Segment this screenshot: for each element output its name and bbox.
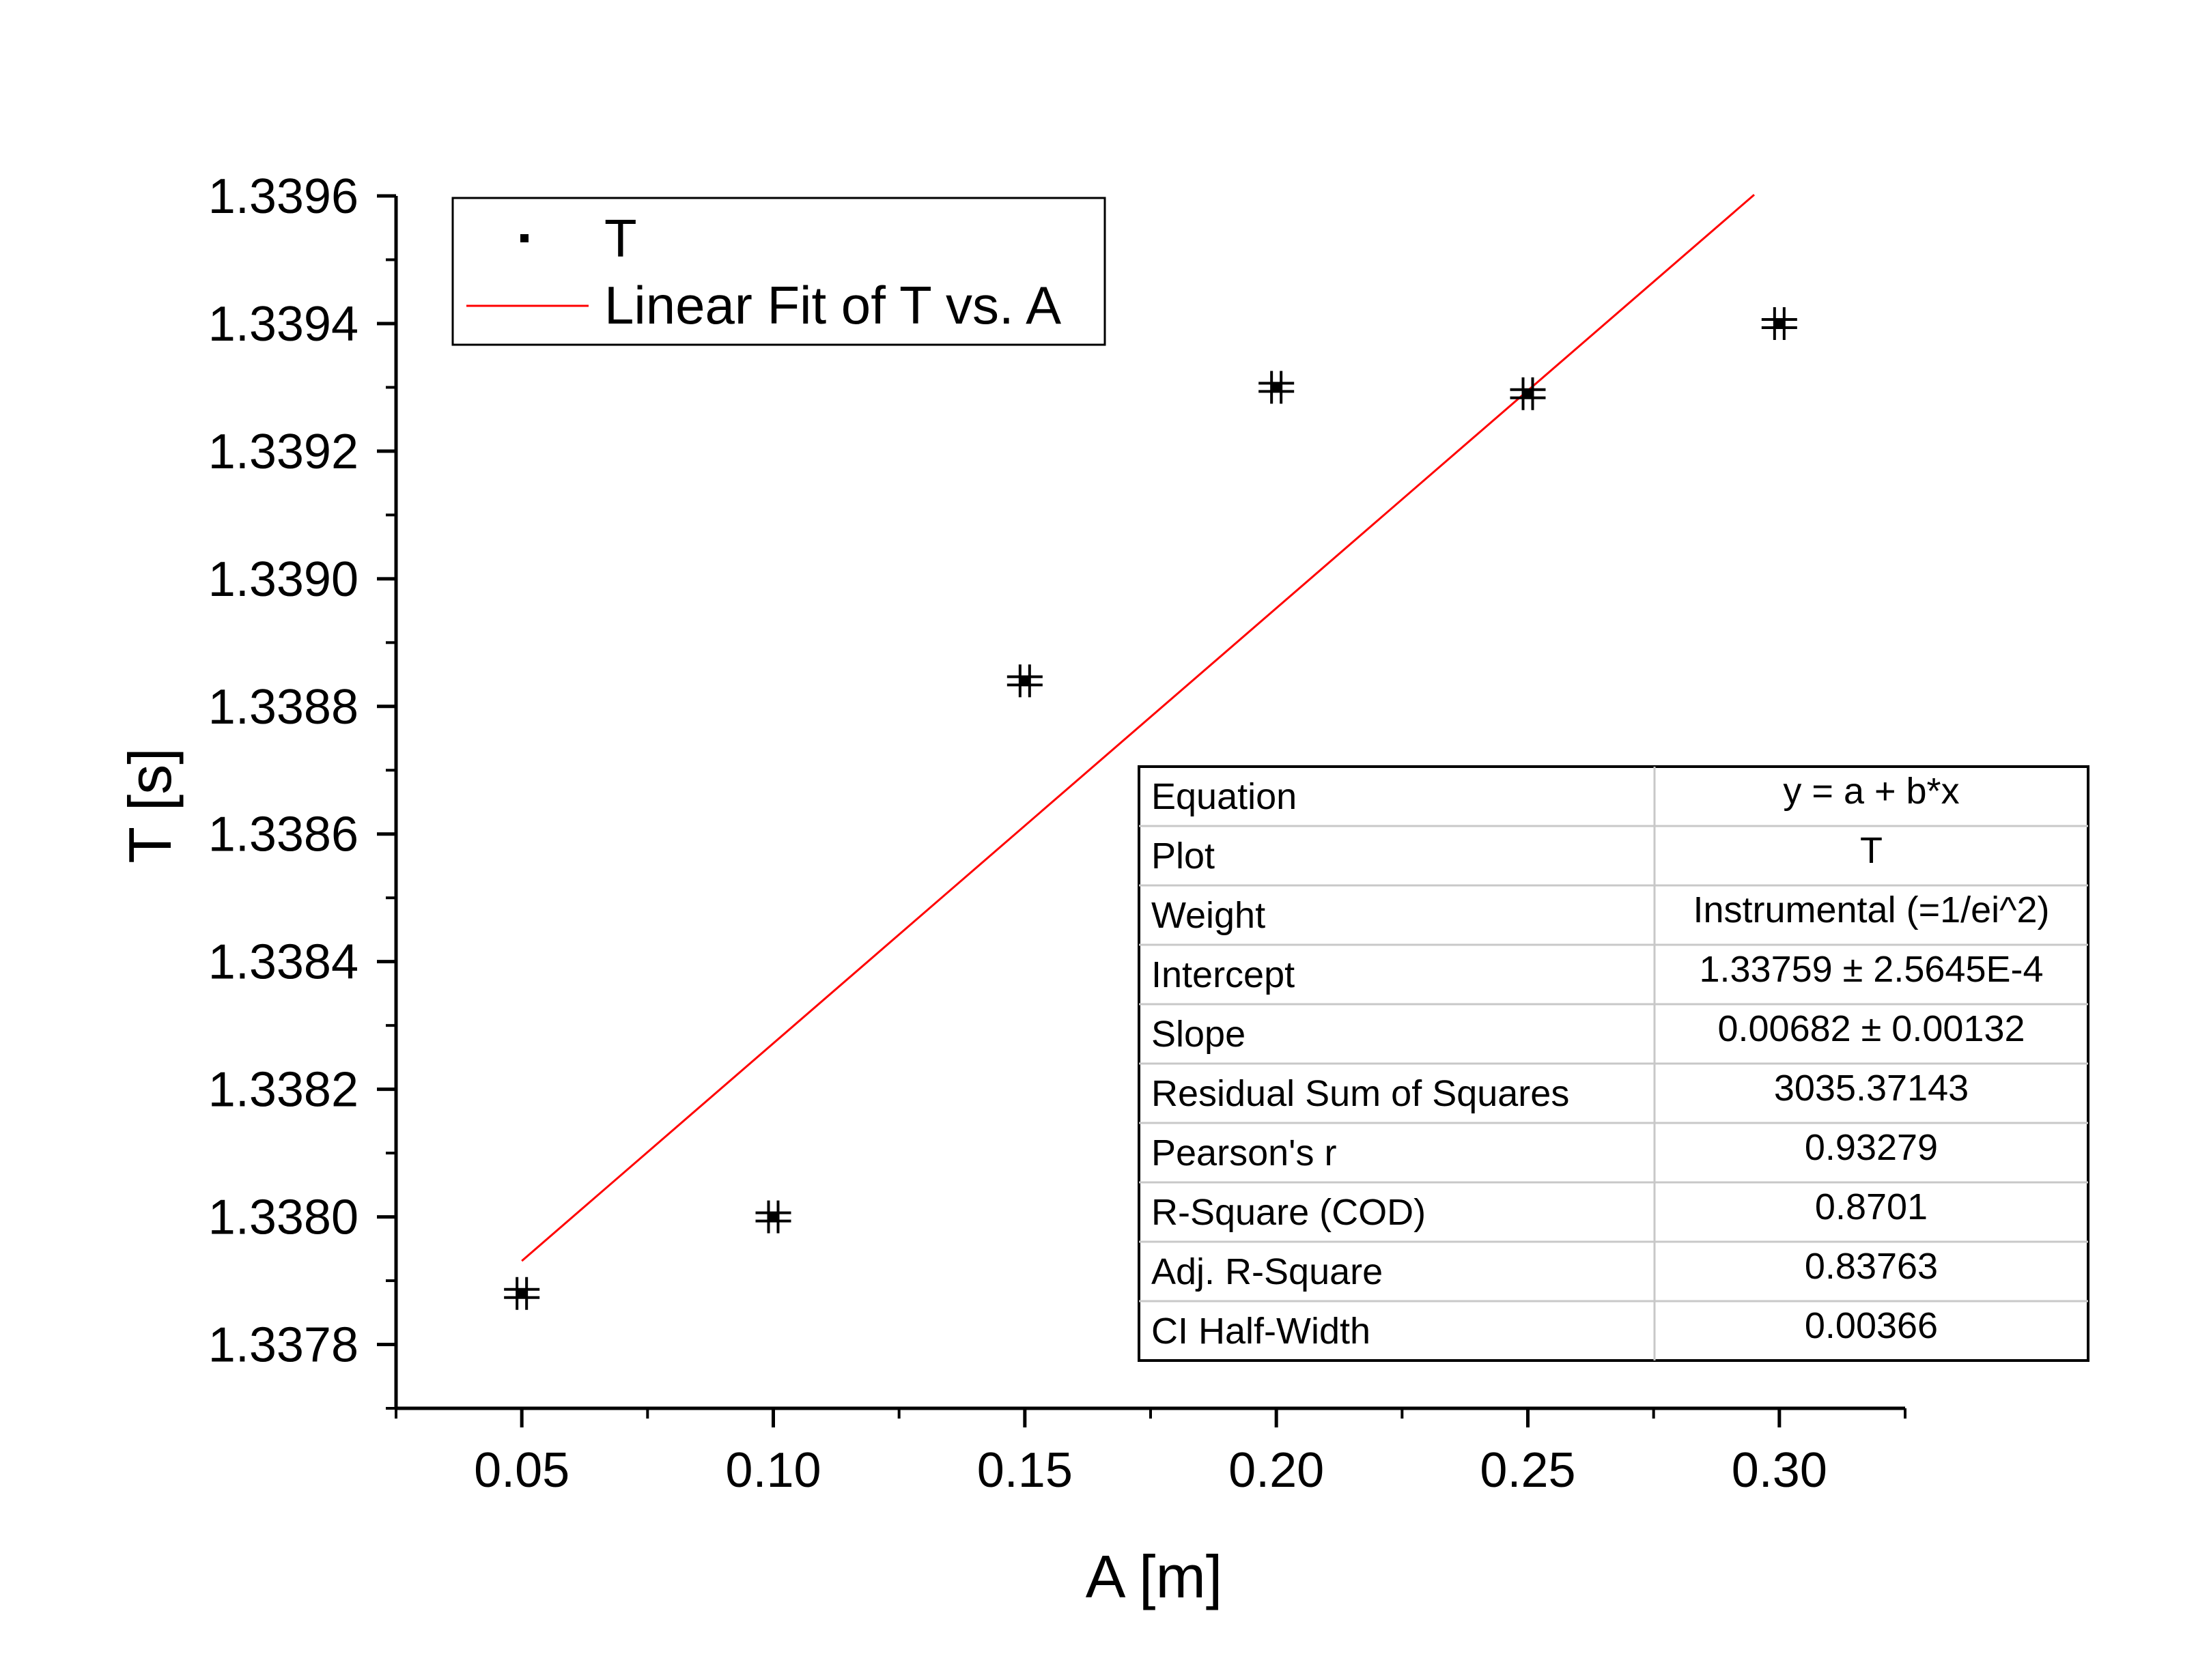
y-tick-label: 1.3394 bbox=[208, 297, 358, 352]
table-cell-label: R-Square (COD) bbox=[1151, 1192, 1426, 1233]
y-tick-label: 1.3388 bbox=[208, 680, 358, 735]
table-cell-value: 0.8701 bbox=[1815, 1186, 1928, 1227]
x-tick-label: 0.10 bbox=[725, 1443, 821, 1498]
legend-label-fit: Linear Fit of T vs. A bbox=[604, 275, 1061, 335]
data-point bbox=[1258, 371, 1295, 404]
x-tick-label: 0.20 bbox=[1228, 1443, 1324, 1498]
legend: T Linear Fit of T vs. A bbox=[451, 197, 1106, 346]
x-axis-title: A [m] bbox=[1086, 1543, 1223, 1610]
x-axis-ticks: 0.05 0.10 0.15 0.20 0.25 0.30 bbox=[395, 1408, 1906, 1498]
data-points bbox=[504, 307, 1797, 1310]
table-cell-value: T bbox=[1860, 830, 1883, 871]
fit-results-table: Equation y = a + b*x Plot T Weight Instrument… bbox=[1138, 765, 2089, 1362]
y-tick-label: 1.3378 bbox=[208, 1318, 358, 1373]
x-tick-label: 0.30 bbox=[1732, 1443, 1827, 1498]
point-marker bbox=[1271, 382, 1282, 393]
point-marker bbox=[1523, 388, 1533, 399]
y-axis-title: T [s] bbox=[116, 748, 184, 864]
table-cell-label: Slope bbox=[1151, 1014, 1245, 1055]
table-cell-label: Residual Sum of Squares bbox=[1151, 1073, 1569, 1114]
table-cell-value: y = a + b*x bbox=[1783, 771, 1959, 812]
x-tick-label: 0.25 bbox=[1480, 1443, 1575, 1498]
y-tick-label: 1.3384 bbox=[208, 935, 358, 990]
table-cell-value: 0.93279 bbox=[1805, 1127, 1938, 1168]
table-cell-label: Equation bbox=[1151, 776, 1297, 817]
point-marker bbox=[517, 1288, 527, 1298]
y-tick-label: 1.3392 bbox=[208, 425, 358, 479]
data-point bbox=[504, 1277, 540, 1310]
y-tick-label: 1.3390 bbox=[208, 552, 358, 607]
data-point bbox=[1761, 307, 1797, 340]
table-cell-label: Intercept bbox=[1151, 954, 1295, 995]
y-tick-label: 1.3380 bbox=[208, 1191, 358, 1245]
table-cell-label: Pearson's r bbox=[1151, 1133, 1336, 1173]
point-marker bbox=[1774, 318, 1784, 328]
table-cell-label: Plot bbox=[1151, 836, 1215, 877]
table-cell-value: 1.33759 ± 2.5645E-4 bbox=[1699, 949, 2043, 990]
fit-line-layer bbox=[521, 194, 1755, 1262]
y-tick-label: 1.3382 bbox=[208, 1063, 358, 1117]
data-point bbox=[1510, 377, 1546, 410]
table-cell-label: Weight bbox=[1151, 895, 1265, 936]
point-marker bbox=[1019, 676, 1030, 686]
table-cell-value: 3035.37143 bbox=[1774, 1068, 1969, 1109]
table-cell-value: 0.00682 ± 0.00132 bbox=[1717, 1008, 2025, 1049]
legend-label-scatter: T bbox=[604, 208, 637, 268]
fit-line bbox=[521, 194, 1755, 1262]
table-cell-label: Adj. R-Square bbox=[1151, 1251, 1383, 1292]
data-point bbox=[1006, 664, 1043, 698]
legend-marker-scatter bbox=[520, 234, 529, 242]
table-cell-value: 0.00366 bbox=[1805, 1305, 1938, 1346]
table-cell-label: CI Half-Width bbox=[1151, 1311, 1370, 1352]
table-cell-value: 0.83763 bbox=[1805, 1246, 1938, 1287]
x-tick-label: 0.05 bbox=[474, 1443, 569, 1498]
point-marker bbox=[768, 1212, 778, 1222]
y-tick-label: 1.3396 bbox=[208, 169, 358, 224]
y-tick-label: 1.3386 bbox=[208, 808, 358, 862]
x-tick-label: 0.15 bbox=[977, 1443, 1073, 1498]
table-cell-value: Instrumental (=1/ei^2) bbox=[1693, 889, 2049, 930]
y-axis-ticks: 1.3378 1.3380 1.3382 1.3384 1.3386 1.3388 1.33… bbox=[208, 169, 396, 1410]
legend-box bbox=[451, 197, 1106, 346]
data-point bbox=[755, 1200, 791, 1234]
